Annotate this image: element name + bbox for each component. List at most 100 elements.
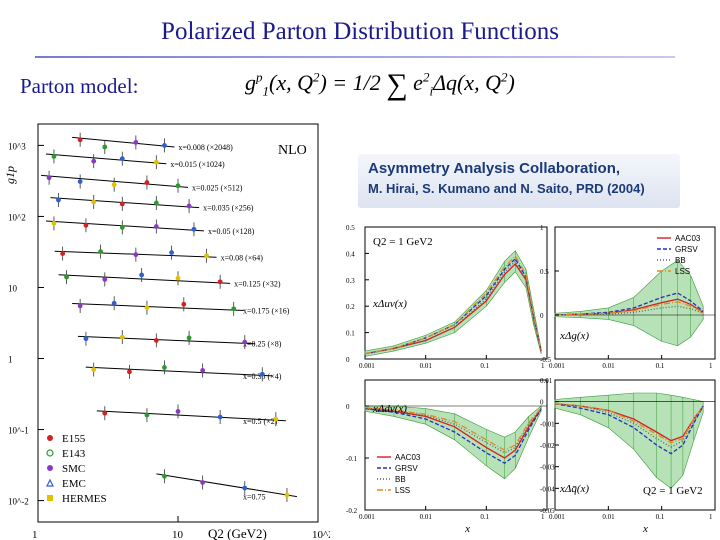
- x-tick-label: 0.01: [420, 362, 433, 370]
- data-point: [186, 335, 192, 341]
- curve-label: x=0.05 (×128): [208, 227, 255, 236]
- data-point: [162, 142, 167, 148]
- legend-label: HERMES: [62, 493, 107, 505]
- series-line-lss: [554, 403, 704, 444]
- formula-args: (x, Q: [269, 70, 313, 95]
- data-point: [204, 253, 209, 259]
- y-tick-label: -0.2: [346, 507, 358, 515]
- data-point: [111, 300, 117, 306]
- y-tick-label: -0.5: [540, 356, 552, 364]
- panel-annotation: Q2 = 1 GeV2: [373, 236, 433, 248]
- y-tick-label: 1: [540, 224, 544, 232]
- g1p-data-figure: NLO g1p Q2 (GeV2) 1 10 10^2 10^3 10^2 10 1 10^-1 10…: [3, 123, 330, 540]
- data-point: [175, 409, 181, 414]
- legend-label: LSS: [675, 267, 690, 276]
- x-tick-label: 1: [541, 513, 545, 521]
- panel-frame: [364, 379, 548, 511]
- series-line-bb: [364, 260, 542, 355]
- x-tick-label: 0.1: [656, 362, 665, 370]
- citation-banner: Asymmetry Analysis Collaboration, M. Hir…: [358, 154, 680, 208]
- fit-curve: [72, 303, 244, 311]
- data-point: [51, 153, 57, 159]
- data-point: [191, 226, 197, 232]
- x-tick-label: 0.1: [480, 362, 489, 370]
- data-point: [144, 180, 150, 185]
- panel-ylabel: xΔdv(x): [372, 403, 407, 415]
- data-point: [102, 276, 108, 282]
- y-tick-label: 0.5: [540, 268, 549, 276]
- y-tick-label: 10^-2: [8, 497, 29, 507]
- y-tick-label: 0: [346, 403, 350, 411]
- curve-label: x=0.175 (×16): [243, 306, 290, 315]
- data-point: [56, 197, 61, 203]
- data-point: [119, 201, 125, 207]
- data-point: [60, 251, 66, 256]
- data-point: [259, 371, 265, 377]
- data-point: [217, 414, 223, 420]
- legend-label: AAC03: [675, 234, 701, 243]
- legend-label: GRSV: [395, 464, 418, 473]
- uncertainty-band: [364, 405, 542, 480]
- formula-e: e: [413, 70, 423, 95]
- plot-title: NLO: [278, 143, 307, 158]
- legend-label: GRSV: [675, 245, 698, 254]
- data-point: [169, 250, 174, 255]
- data-point: [77, 303, 83, 309]
- y-axis-label: g1p: [3, 166, 17, 184]
- data-point: [98, 249, 104, 254]
- series-line-bb: [364, 407, 542, 454]
- y-tick-label: 0.3: [346, 277, 355, 285]
- data-point: [175, 275, 181, 281]
- series-line-lss: [364, 254, 542, 355]
- formula-eq: ) = 1/2: [319, 70, 381, 95]
- data-point: [153, 337, 159, 343]
- y-tick-label: 10^-1: [8, 426, 29, 436]
- data-point: [231, 306, 237, 312]
- series-line-lss: [364, 406, 542, 451]
- curve-label: x=0.25 (×8): [243, 340, 282, 349]
- y-tick-label: 10^3: [8, 141, 26, 151]
- citation-line-1: Asymmetry Analysis Collaboration,: [368, 160, 621, 177]
- formula-q2-exp-2: 2: [500, 69, 508, 85]
- fit-curve: [72, 136, 175, 148]
- x-tick-label: 0.001: [549, 513, 565, 521]
- data-point: [83, 336, 89, 342]
- y-tick-label: 10^2: [8, 212, 26, 222]
- data-point: [175, 183, 181, 189]
- fit-curve: [58, 274, 231, 284]
- y-tick-label: -0.1: [346, 455, 358, 463]
- formula-sum: ∑: [386, 68, 408, 101]
- data-point: [200, 368, 206, 373]
- x-tick-label: 0.01: [420, 513, 433, 521]
- legend-marker: [46, 478, 54, 487]
- formula-g-sub: 1: [262, 83, 270, 99]
- data-point: [139, 272, 145, 278]
- data-point: [153, 224, 159, 229]
- y-tick-label: 1: [8, 355, 13, 365]
- fit-curve: [77, 335, 255, 345]
- data-point: [91, 199, 97, 205]
- data-point: [77, 179, 83, 184]
- x-tick-label: 10: [172, 529, 184, 540]
- data-point: [242, 339, 248, 345]
- x-axis-label: Q2 (GeV2): [208, 526, 267, 540]
- x-tick-label: 1: [32, 529, 38, 540]
- y-tick-label: 0.4: [346, 250, 355, 258]
- panel-annotation: Q2 = 1 GeV2: [643, 485, 703, 497]
- curve-label: x=0.08 (×64): [221, 253, 264, 262]
- fit-curve: [156, 473, 298, 498]
- curve-label: x=0.125 (×32): [234, 279, 281, 288]
- parton-model-label: Parton model:: [20, 74, 139, 98]
- ppdf-panels-figure: 0.001 0.01 0.1 1 0 0.1 0.2 0.3 0.4 0.5 xΔuv(x) Q2 =…: [346, 224, 716, 535]
- fit-curve: [85, 366, 273, 377]
- curve-label: x=0.015 (×1024): [170, 160, 225, 169]
- series-line-grsv: [364, 257, 542, 355]
- x-tick-label: 1: [709, 513, 713, 521]
- legend-label: AAC03: [395, 453, 421, 462]
- x-tick-label: 0.01: [602, 513, 615, 521]
- data-point: [181, 301, 187, 307]
- y-tick-label: -0.03: [540, 464, 555, 472]
- curve-label: x=0.75: [243, 493, 266, 502]
- formula-close: ): [507, 70, 515, 95]
- data-point: [119, 156, 125, 162]
